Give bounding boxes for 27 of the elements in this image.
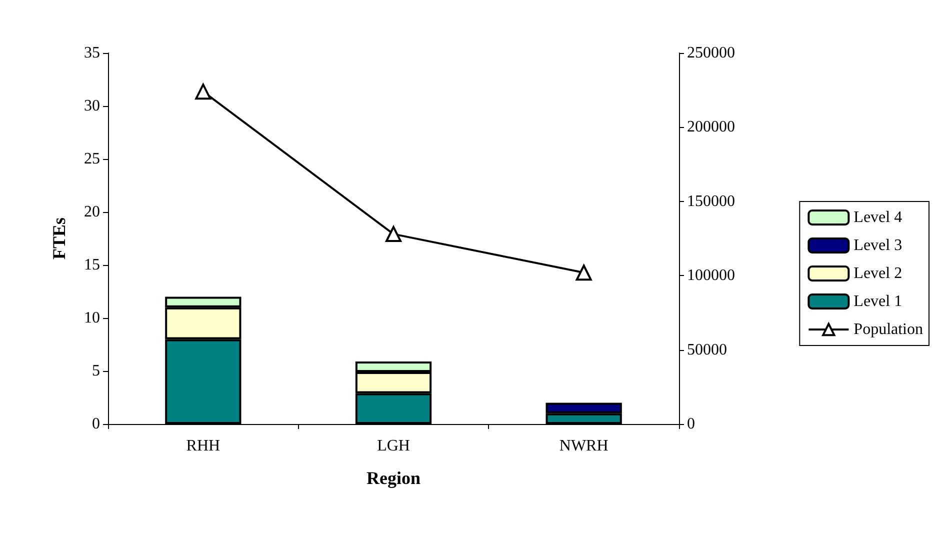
y2-tick-label: 0	[687, 416, 695, 432]
y-tick-label: 0	[92, 416, 100, 432]
x-tick-label: LGH	[377, 438, 410, 454]
y2-tick-label: 250000	[687, 44, 735, 62]
y-tick-label: 15	[84, 256, 100, 274]
y2-tick-label: 50000	[687, 341, 727, 358]
legend-label: Level 2	[854, 265, 902, 282]
y-tick-label: 25	[84, 150, 100, 168]
legend-label: Population	[854, 321, 924, 338]
y2-tick-label: 200000	[687, 118, 735, 136]
y-tick-label: 10	[84, 310, 100, 326]
y-axis-title: FTEs	[49, 217, 69, 260]
legend-label: Level 3	[854, 237, 902, 254]
y2-tick-label: 100000	[687, 267, 735, 284]
x-axis-title: Region	[366, 468, 420, 488]
point	[195, 84, 212, 100]
y-tick-label: 5	[92, 362, 100, 380]
y-tick-label: 35	[84, 44, 100, 62]
y2-tick-label: 150000	[687, 192, 735, 210]
legend-label: Level 4	[854, 209, 902, 226]
y-tick-label: 20	[84, 204, 100, 220]
x-tick-label: RHH	[186, 438, 221, 454]
point	[386, 226, 402, 242]
y-tick-label: 30	[84, 98, 100, 114]
x-tick-label: NWRH	[559, 438, 609, 454]
point	[576, 264, 592, 281]
legend-label: Level 1	[854, 293, 902, 310]
